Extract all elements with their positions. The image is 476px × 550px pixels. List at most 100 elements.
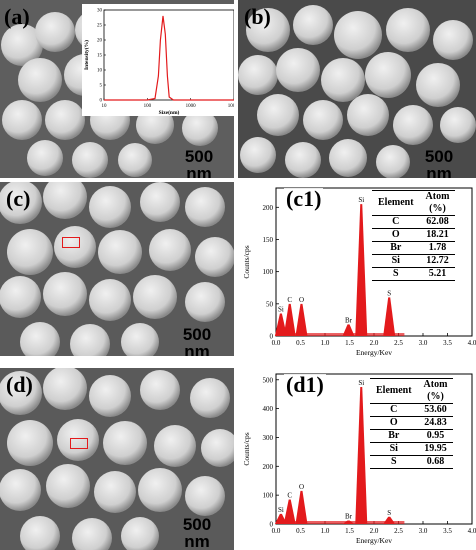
peak-label-si: Si — [358, 379, 364, 387]
scalebar-c: 500 nm — [168, 326, 226, 356]
x-tick-label: 1000 — [186, 104, 197, 109]
scalebar-b: 500 nm — [410, 148, 468, 178]
x-tick-label: 2.5 — [394, 339, 403, 347]
y-tick-label: 10 — [97, 69, 103, 74]
analysis-region-marker — [62, 237, 80, 248]
dls-inset-chart: 10 100 1000 10000 0 5 10 15 20 25 30 Size(nm) Intens… — [82, 4, 234, 116]
x-tick-label: 3.0 — [419, 339, 428, 347]
spectrum-peak-si — [274, 313, 287, 336]
peak-label-s: S — [387, 289, 391, 297]
table-row: Si 19.95 — [370, 442, 454, 456]
x-tick-label: 0.5 — [296, 527, 305, 535]
element-cell: C — [370, 403, 418, 417]
table-row: C 53.60 — [370, 403, 454, 417]
element-cell: O — [372, 228, 420, 242]
spectrum-peak-si — [355, 204, 368, 336]
peak-label-br: Br — [345, 513, 353, 521]
spectrum-peak-s — [383, 516, 396, 524]
peak-label-s: S — [387, 509, 391, 517]
element-cell: Br — [372, 241, 420, 255]
atom-percent-cell: 53.60 — [417, 403, 454, 417]
peak-label-si: Si — [278, 305, 284, 313]
y-tick-label: 20 — [97, 39, 103, 44]
atom-percent-cell: 5.21 — [419, 267, 456, 281]
x-tick-label: 10000 — [228, 104, 234, 109]
peak-label-si: Si — [358, 196, 364, 204]
element-cell: Br — [370, 429, 418, 443]
x-tick-label: 4.0 — [468, 527, 476, 535]
plot-frame — [103, 9, 234, 101]
x-tick-label: 1.0 — [321, 527, 330, 535]
y-tick-label: 25 — [97, 24, 103, 29]
y-tick-label: 0 — [270, 521, 274, 529]
peak-label-si: Si — [278, 506, 284, 514]
table-header-atom: Atom (%) — [419, 190, 456, 216]
table-row: S 5.21 — [372, 267, 456, 281]
peak-label-o: O — [299, 483, 304, 491]
y-tick-label: 200 — [263, 204, 274, 212]
eds-chart-d1: 0.0 0.5 1.0 1.5 2.0 2.5 3.0 3.5 4.0 0 100 200 300 400… — [242, 373, 476, 545]
x-tick-label: 1.5 — [345, 339, 354, 347]
x-tick-label: 0.5 — [296, 339, 305, 347]
spectrum-peak-o — [295, 303, 308, 336]
spectrum-baseline — [277, 521, 405, 524]
panel-label-b: (b) — [244, 4, 271, 29]
table-row: Br 0.95 — [370, 429, 454, 443]
x-tick-label: 10 — [102, 104, 108, 109]
spectrum-peak-c — [283, 499, 296, 524]
eds-chart-c1: 0.0 0.5 1.0 1.5 2.0 2.5 3.0 3.5 4.0 0 50 100 150 200 E… — [242, 187, 476, 357]
size-distribution-line — [104, 15, 234, 101]
x-tick-label: 3.0 — [419, 527, 428, 535]
spectrum-baseline — [277, 333, 405, 336]
panel-a-sem-image: (a) 10 100 1000 10000 0 5 10 15 20 25 30 Size(nm) In… — [0, 0, 234, 178]
x-axis-label: Size(nm) — [159, 109, 180, 116]
scalebar-a: 500 nm — [170, 148, 228, 178]
x-tick-label: 0.0 — [272, 339, 281, 347]
sem-micrograph-c — [0, 182, 234, 356]
panel-c-sem-image: (c) 500 nm — [0, 182, 234, 356]
spectrum-peak-br — [342, 520, 355, 524]
spectrum-peak-br — [342, 324, 355, 336]
panel-b-sem-image: (b) 500 nm — [238, 0, 476, 178]
x-tick-label: 4.0 — [468, 339, 476, 347]
element-composition-table: Element Atom (%) C 62.08 O 18.21 Br 1.78 Si 12.… — [372, 190, 456, 281]
sem-micrograph-d — [0, 368, 234, 550]
element-cell: S — [372, 267, 420, 281]
spectrum-peak-s — [383, 297, 396, 336]
scalebar-d: 500 nm — [168, 516, 226, 550]
element-composition-table: Element Atom (%) C 53.60 O 24.83 Br 0.95 Si 19.… — [370, 378, 454, 469]
atom-percent-cell: 62.08 — [419, 215, 456, 229]
table-row: C 62.08 — [372, 215, 456, 229]
spectrum-peak-o — [295, 490, 308, 524]
panel-label-a: (a) — [4, 4, 30, 29]
x-axis-label: Energy/Kev — [356, 536, 392, 545]
panel-c1-eds-spectrum: 0.0 0.5 1.0 1.5 2.0 2.5 3.0 3.5 4.0 0 50 100 150 200 E… — [240, 182, 476, 362]
analysis-region-marker — [70, 438, 88, 449]
element-cell: Si — [370, 442, 418, 456]
peak-label-br: Br — [345, 316, 353, 324]
table-row: Si 12.72 — [372, 254, 456, 268]
y-tick-label: 400 — [263, 405, 274, 413]
y-tick-label: 5 — [100, 84, 103, 89]
y-axis-label: Intensity(%) — [83, 40, 90, 70]
peak-label-c: C — [287, 491, 292, 499]
spectrum-peak-si — [355, 386, 368, 524]
atom-percent-cell: 1.78 — [419, 241, 456, 255]
element-cell: O — [370, 416, 418, 430]
y-tick-label: 50 — [266, 300, 274, 308]
x-axis-label: Energy/Kev — [356, 348, 392, 357]
x-tick-label: 2.5 — [394, 527, 403, 535]
y-tick-label: 100 — [263, 492, 274, 500]
y-tick-label: 0 — [100, 99, 103, 104]
panel-label-c1: (c1) — [284, 186, 324, 211]
scalebar-label: 500 nm — [184, 147, 214, 178]
sem-micrograph-b — [238, 0, 476, 178]
x-tick-label: 2.0 — [370, 527, 379, 535]
panel-d1-eds-spectrum: 0.0 0.5 1.0 1.5 2.0 2.5 3.0 3.5 4.0 0 100 200 300 400… — [240, 368, 476, 550]
y-tick-label: 0 — [270, 333, 274, 341]
atom-percent-cell: 19.95 — [417, 442, 454, 456]
x-tick-label: 3.5 — [443, 339, 452, 347]
y-tick-label: 30 — [97, 9, 103, 14]
panel-label-c: (c) — [6, 186, 31, 211]
y-tick-label: 150 — [263, 236, 274, 244]
